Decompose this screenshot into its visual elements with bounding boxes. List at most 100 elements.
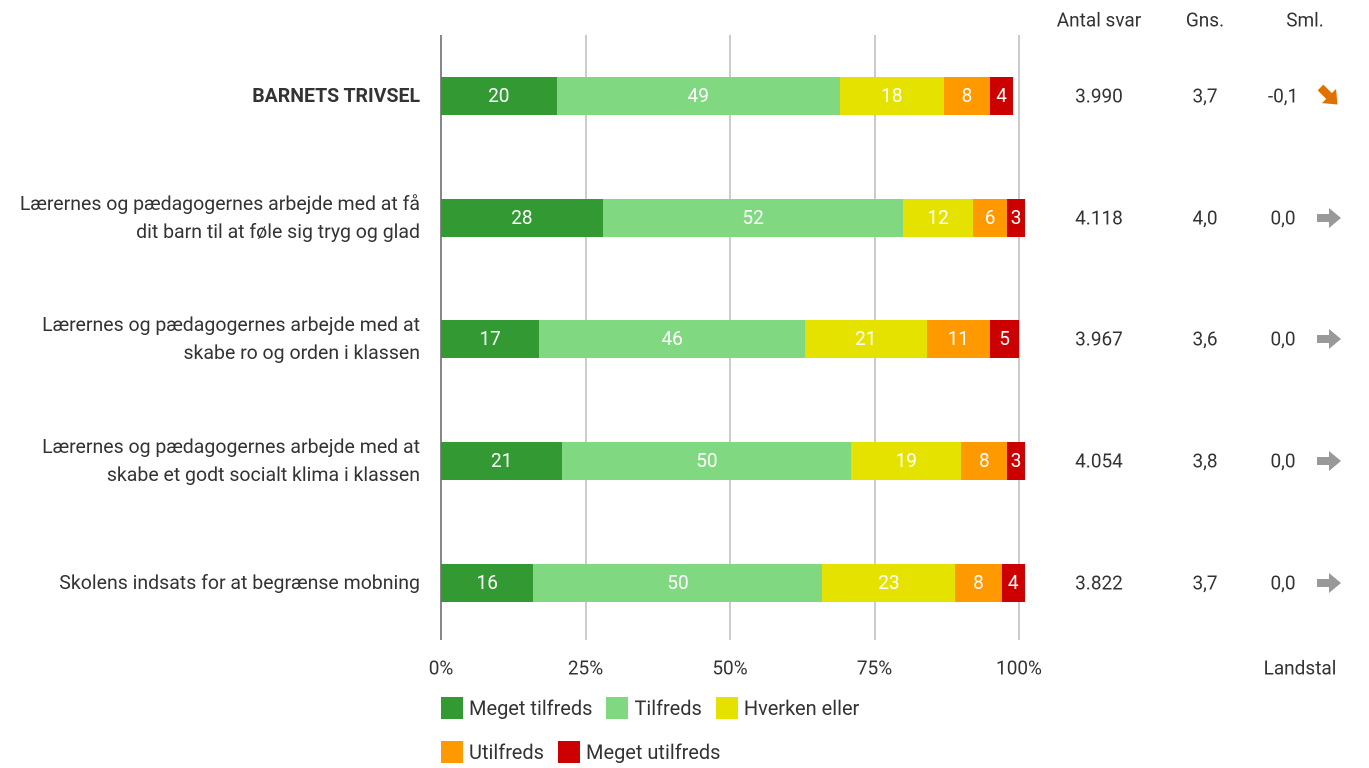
legend-item: Meget utilfreds — [558, 738, 720, 766]
trend-arrow — [1316, 327, 1342, 351]
bar-segment: 11 — [926, 320, 991, 359]
data-label: 21 — [491, 449, 513, 473]
legend-item: Utilfreds — [441, 738, 544, 766]
data-label: 8 — [978, 449, 990, 473]
column-value: 0,0 — [1270, 449, 1296, 473]
bar-segment: 8 — [961, 442, 1008, 481]
legend: Meget tilfreds Tilfreds Hverken eller Utilf… — [441, 694, 961, 766]
category-label: Skolens indsats for at begrænse mobning — [59, 570, 420, 594]
data-label: 4 — [1007, 570, 1019, 594]
bar-segment: 17 — [441, 320, 540, 359]
column-value: 3,6 — [1192, 327, 1218, 351]
data-label: 3 — [1010, 449, 1022, 473]
legend-label: Utilfreds — [469, 740, 544, 764]
bar-segment: 16 — [441, 563, 534, 602]
bar-segment: 20 — [441, 77, 557, 115]
column-value: 4.054 — [1075, 449, 1123, 473]
data-label: 11 — [947, 327, 969, 351]
column-header: Gns. — [1185, 8, 1225, 32]
x-tick-label: 50% — [712, 656, 748, 680]
data-label: 8 — [973, 570, 984, 594]
bar-segment: 23 — [822, 563, 956, 602]
column-value: 0,0 — [1270, 327, 1296, 351]
column-value: 3.990 — [1075, 84, 1123, 108]
bar-segment: 49 — [556, 77, 840, 115]
legend-item: Tilfreds — [606, 694, 702, 722]
trend-arrow — [1316, 571, 1342, 595]
column-value: 0,0 — [1270, 206, 1296, 230]
category-label: Lærernes og pædagogernes arbejde med at … — [42, 435, 420, 487]
trend-arrow — [1316, 84, 1342, 108]
data-label: 12 — [927, 205, 949, 229]
x-tick-label: 25% — [567, 656, 604, 680]
category-label: Lærernes og pædagogernes arbejde med at … — [19, 191, 420, 243]
column-footer: Landstal — [1263, 656, 1337, 680]
data-label: 46 — [661, 327, 683, 351]
column-value: 3,7 — [1192, 571, 1218, 595]
legend-label: Hverken eller — [743, 696, 860, 720]
bar-segment: 5 — [990, 320, 1019, 359]
column-value: 4.118 — [1075, 206, 1123, 230]
data-label: 19 — [895, 449, 917, 473]
bar-segment: 4 — [1001, 563, 1025, 602]
data-label: 50 — [667, 570, 689, 594]
bar-segment: 8 — [955, 563, 1002, 602]
bar-segment: 21 — [805, 320, 927, 359]
x-tick-label: 100% — [996, 656, 1042, 680]
column-value: 3,7 — [1192, 84, 1218, 108]
data-label: 20 — [488, 84, 510, 107]
trend-arrow — [1316, 206, 1342, 230]
data-label: 4 — [996, 84, 1007, 107]
legend-label: Meget tilfreds — [469, 696, 593, 720]
bar-segment: 3 — [1007, 198, 1025, 237]
bar-segment: 6 — [972, 198, 1008, 237]
column-header: Antal svar — [1056, 8, 1142, 32]
trend-arrow — [1316, 449, 1342, 473]
data-label: 3 — [1010, 205, 1022, 229]
legend-label: Tilfreds — [634, 696, 702, 720]
data-label: 16 — [476, 570, 498, 594]
bar-segment: 18 — [839, 77, 944, 115]
bar-segment: 3 — [1007, 442, 1025, 481]
bar-segment: 12 — [903, 198, 973, 237]
data-label: 8 — [961, 84, 973, 107]
column-value: 3.967 — [1075, 327, 1123, 351]
legend-label: Meget utilfreds — [586, 740, 721, 764]
bar-segment: 21 — [441, 442, 563, 481]
data-label: 49 — [687, 84, 709, 107]
bar-segment: 4 — [990, 77, 1014, 115]
legend-swatch — [558, 741, 580, 763]
x-tick-label: 75% — [856, 656, 893, 680]
data-label: 18 — [881, 84, 903, 107]
legend-swatch — [715, 697, 738, 719]
legend-swatch — [441, 697, 463, 719]
column-value: -0,1 — [1267, 84, 1299, 108]
column-value: 0,0 — [1270, 571, 1296, 595]
x-tick-label: 0% — [428, 656, 454, 680]
bar-segment: 50 — [533, 563, 823, 602]
bar-segment: 19 — [851, 442, 962, 481]
data-label: 17 — [479, 327, 501, 351]
bar-segment: 46 — [539, 320, 806, 359]
legend-swatch — [606, 697, 629, 719]
data-label: 5 — [999, 327, 1010, 351]
column-value: 3.822 — [1075, 571, 1123, 595]
category-label: Lærernes og pædagogernes arbejde med at … — [42, 313, 420, 365]
bar-segment: 8 — [943, 77, 991, 115]
bar-segment: 52 — [602, 198, 904, 237]
legend-swatch — [441, 741, 463, 763]
data-label: 50 — [696, 449, 718, 473]
data-label: 28 — [511, 205, 533, 229]
legend-item: Hverken eller — [715, 694, 860, 722]
legend-item: Meget tilfreds — [441, 694, 592, 722]
data-label: 52 — [742, 205, 764, 229]
bar-segment: 50 — [562, 442, 852, 481]
bar-segment: 28 — [441, 198, 603, 237]
data-label: 6 — [984, 205, 996, 229]
column-value: 3,8 — [1192, 449, 1218, 473]
category-label: BARNETS TRIVSEL — [252, 84, 420, 107]
data-label: 23 — [878, 570, 900, 594]
column-header: Sml. — [1286, 8, 1324, 32]
column-value: 4,0 — [1192, 206, 1218, 230]
